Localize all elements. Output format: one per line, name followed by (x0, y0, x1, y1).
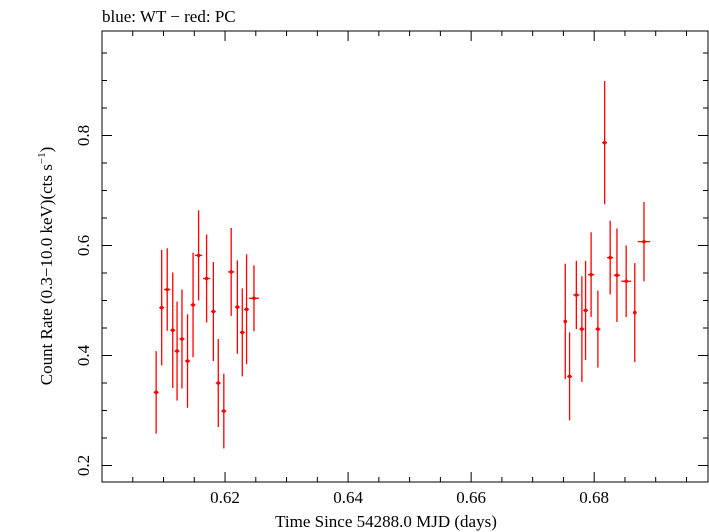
point-marker (608, 255, 612, 260)
data-point (632, 263, 637, 363)
data-point (613, 228, 621, 322)
y-tick-label: 0.6 (74, 235, 93, 256)
data-points (153, 81, 651, 449)
point-marker (165, 287, 170, 292)
data-point (621, 245, 632, 317)
data-point (221, 373, 227, 449)
point-marker (244, 307, 249, 312)
point-marker (596, 327, 600, 331)
data-point (602, 81, 608, 205)
data-point (215, 339, 221, 427)
point-marker (170, 328, 175, 333)
point-marker (563, 319, 568, 324)
data-point (595, 290, 601, 368)
point-marker (229, 270, 233, 274)
data-point (249, 265, 259, 332)
point-marker (235, 305, 240, 309)
data-point (164, 248, 171, 331)
data-point (563, 263, 568, 380)
data-point (234, 260, 240, 354)
point-marker (185, 359, 190, 363)
y-axis: 0.2 0.4 0.6 0.8 (74, 52, 708, 476)
point-marker (180, 337, 184, 341)
point-marker (580, 327, 584, 331)
data-point (170, 272, 176, 388)
point-marker (642, 239, 646, 244)
x-tick-label: 0.64 (333, 488, 363, 507)
data-point (202, 234, 211, 323)
point-marker (240, 330, 245, 335)
data-point (239, 288, 245, 377)
y-tick-label: 0.2 (74, 455, 93, 476)
data-point (174, 301, 180, 401)
point-marker (624, 279, 628, 284)
chart-title: blue: WT − red: PC (102, 7, 236, 26)
data-point (573, 260, 580, 330)
point-marker (602, 140, 607, 145)
x-axis-label: Time Since 54288.0 MJD (days) (275, 512, 497, 531)
point-marker (222, 409, 226, 413)
x-axis: 0.62 0.64 0.66 0.68 (101, 31, 687, 507)
data-point (210, 262, 216, 361)
point-marker (615, 273, 619, 278)
data-point (159, 249, 165, 366)
x-tick-label: 0.68 (579, 488, 609, 507)
data-point (228, 227, 235, 316)
point-marker (175, 349, 179, 353)
y-axis-label-sup: −1 (36, 152, 48, 164)
y-tick-label: 0.8 (74, 125, 93, 146)
point-marker (589, 272, 593, 277)
data-point (579, 276, 585, 382)
point-marker (632, 310, 637, 315)
data-point (583, 260, 589, 360)
point-marker (583, 308, 588, 313)
point-marker (216, 381, 221, 385)
y-tick-label: 0.4 (74, 344, 93, 366)
x-tick-label: 0.62 (210, 488, 240, 507)
y-axis-label-main: Count Rate (0.3−10.0 keV)(cts s (37, 164, 56, 385)
point-marker (154, 390, 158, 395)
point-marker (159, 305, 164, 310)
point-marker (574, 293, 579, 297)
point-marker (196, 253, 201, 258)
data-point (567, 332, 573, 421)
y-axis-label: Count Rate (0.3−10.0 keV)(cts s−1) (36, 147, 56, 386)
point-marker (204, 276, 209, 281)
x-tick-label: 0.66 (456, 488, 486, 507)
data-point (179, 289, 185, 389)
point-marker (567, 374, 572, 379)
point-marker (252, 296, 256, 301)
plot-frame (101, 30, 709, 483)
point-marker (191, 303, 195, 307)
data-point (153, 351, 159, 434)
data-point (185, 314, 190, 408)
data-point (190, 252, 196, 358)
data-point (637, 202, 651, 282)
data-point (244, 254, 250, 365)
data-point (588, 232, 595, 317)
y-axis-label-close: ) (37, 147, 56, 153)
point-marker (211, 309, 216, 314)
data-point (194, 210, 203, 301)
data-point (607, 220, 614, 295)
